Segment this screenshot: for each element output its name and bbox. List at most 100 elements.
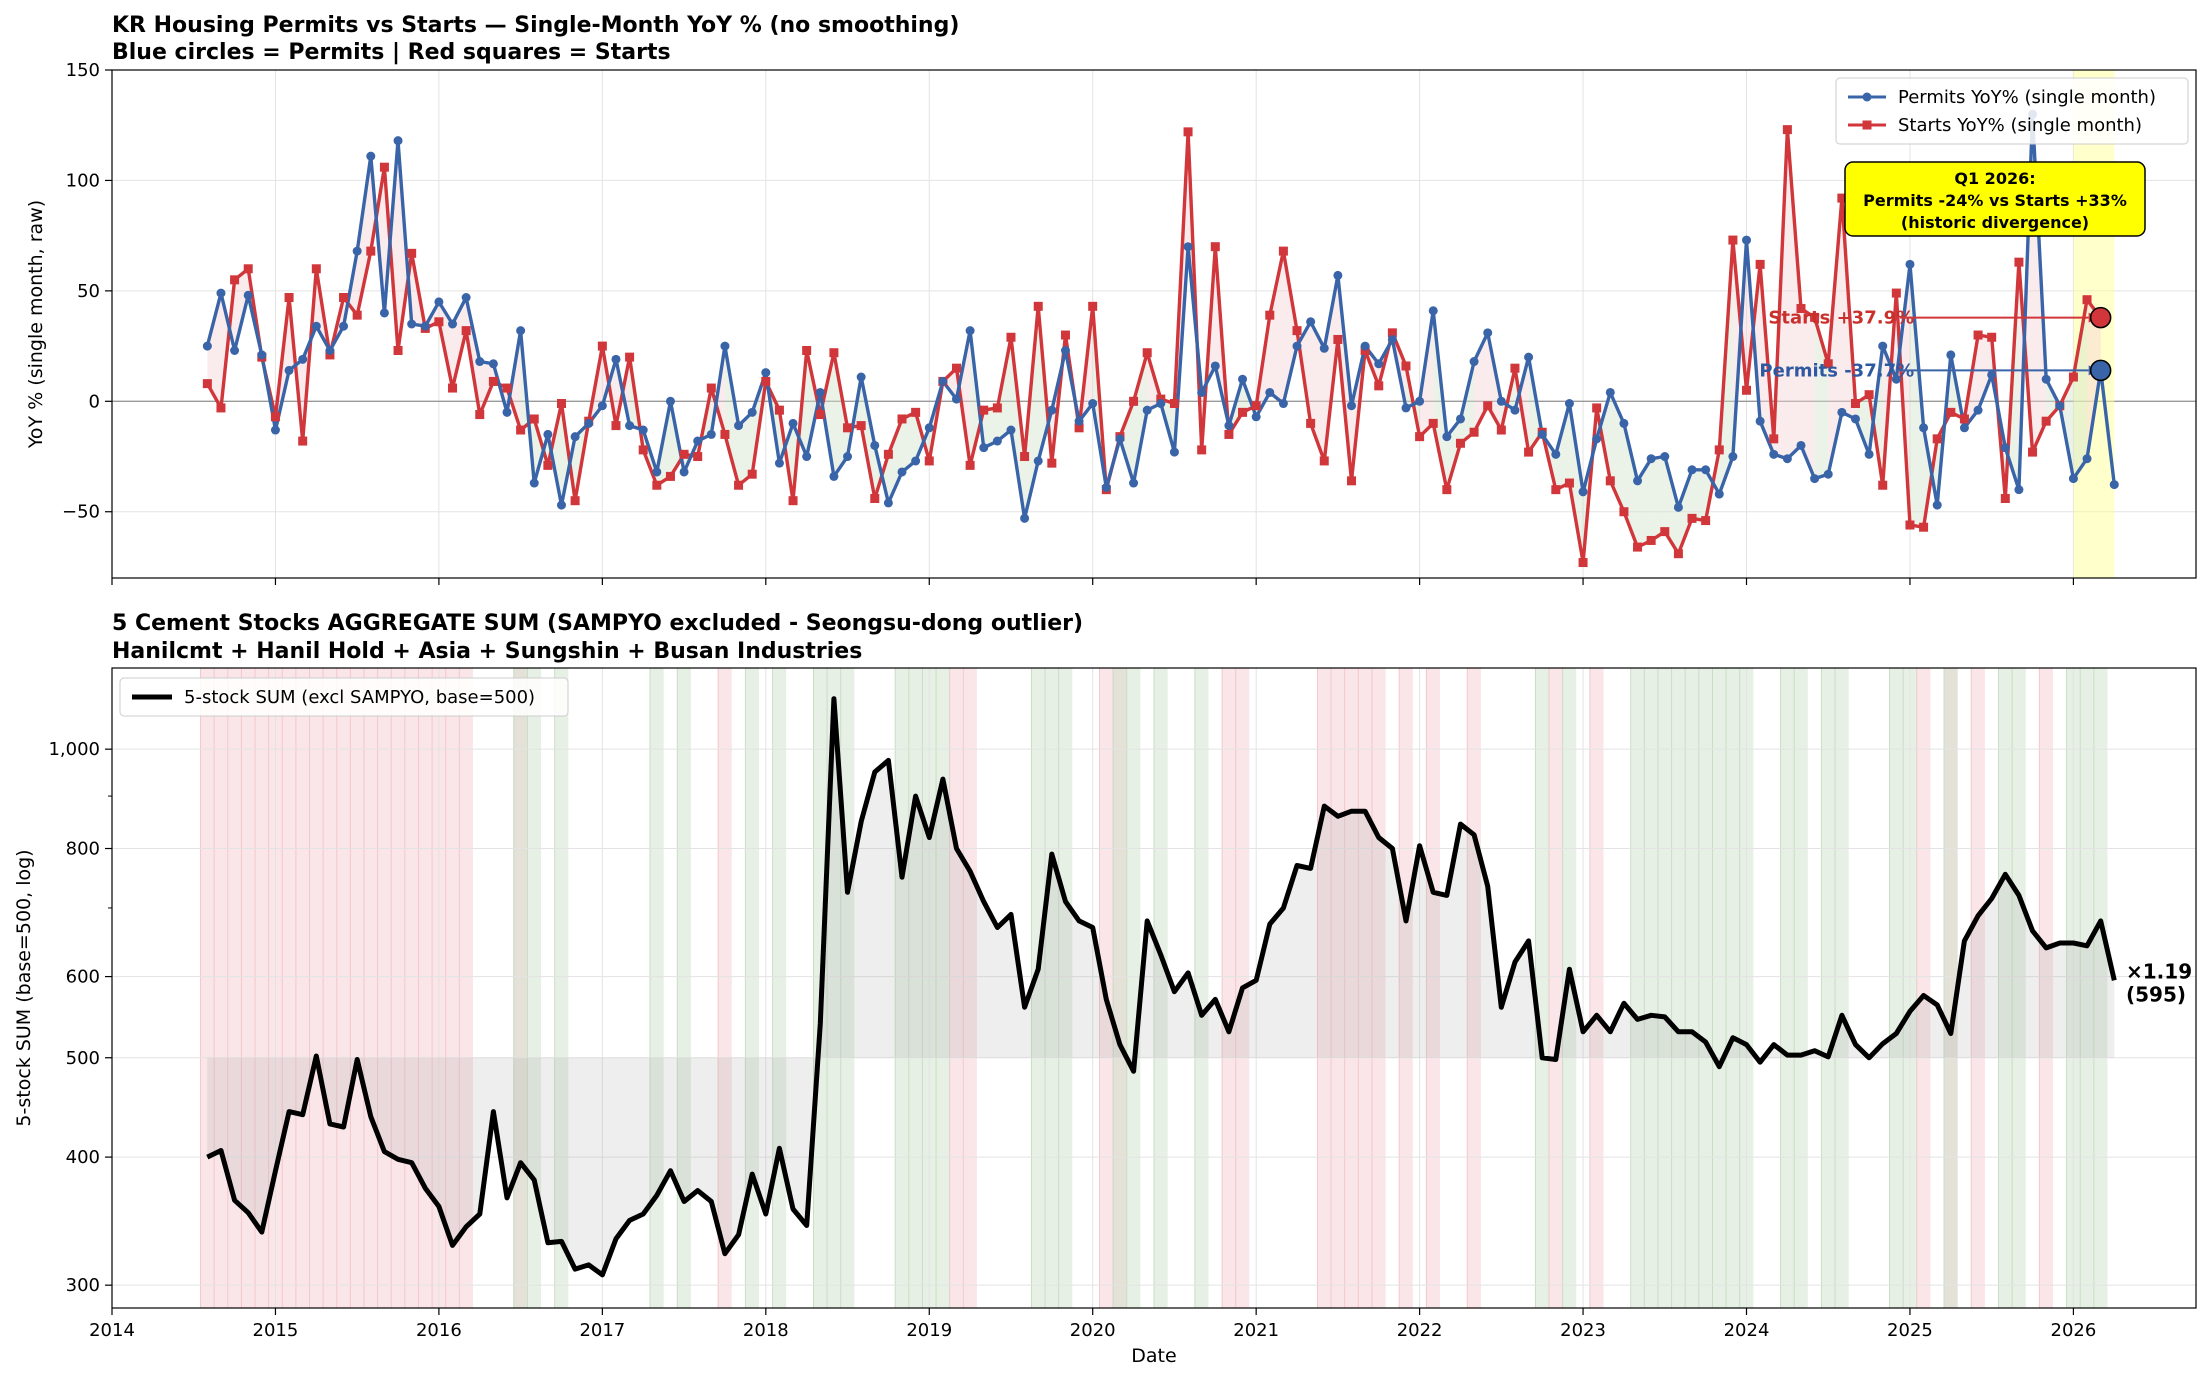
- bottom-y-tick-label: 400: [66, 1147, 100, 1168]
- permits-point: [611, 354, 621, 364]
- starts-point: [2014, 257, 2024, 267]
- permits-point: [693, 436, 703, 446]
- divergence-fill-segment: [942, 368, 957, 400]
- starts-point: [720, 429, 730, 439]
- red-signal-band: [1426, 668, 1441, 1308]
- permits-point: [584, 418, 594, 428]
- permits-point: [924, 423, 934, 433]
- starts-point: [706, 383, 716, 393]
- starts-point: [570, 496, 580, 506]
- divergence-note-line-3: (historic divergence): [1901, 213, 2089, 232]
- legend-permits-label: Permits YoY% (single month): [1898, 87, 2156, 108]
- starts-point: [693, 452, 703, 462]
- starts-point: [1415, 432, 1425, 442]
- green-signal-band: [1031, 668, 1046, 1308]
- bottom-y-axis-label: 5-stock SUM (base=500, log): [13, 849, 35, 1126]
- starts-point: [965, 460, 975, 470]
- permits-point: [1033, 456, 1043, 466]
- cement-sum-line: [206, 696, 2117, 1278]
- red-signal-band: [214, 668, 228, 1308]
- permits-point: [1728, 452, 1738, 462]
- starts-point: [2028, 447, 2038, 457]
- starts-point: [1088, 301, 1098, 311]
- permits-point: [706, 429, 716, 439]
- starts-point: [1592, 403, 1602, 413]
- starts-point: [1687, 513, 1697, 523]
- divergence-fill-segment: [1787, 129, 1801, 459]
- starts-point: [2041, 416, 2051, 426]
- red-signal-band: [718, 668, 732, 1308]
- divergence-fill-segment: [1269, 251, 1284, 404]
- starts-point: [843, 423, 853, 433]
- starts-point: [1020, 452, 1030, 462]
- permits-point: [570, 432, 580, 442]
- baseline-fill: [207, 698, 2115, 1275]
- permits-point: [1769, 449, 1779, 459]
- divergence-fill-segment: [1569, 403, 1584, 563]
- starts-point: [1224, 429, 1234, 439]
- permits-point: [2068, 474, 2078, 484]
- permits-point: [1333, 270, 1343, 280]
- starts-point: [2000, 493, 2010, 503]
- green-signal-band: [1998, 668, 2013, 1308]
- permits-point: [1006, 425, 1016, 435]
- starts-point: [1387, 328, 1397, 338]
- green-signal-band: [936, 668, 950, 1308]
- permits-point: [1278, 399, 1288, 409]
- permits-point: [1374, 359, 1384, 369]
- permits-point: [679, 467, 689, 477]
- permits-point: [1047, 405, 1057, 415]
- permits-point: [1142, 405, 1152, 415]
- green-signal-band: [1794, 668, 1808, 1308]
- permits-point: [1987, 370, 1997, 380]
- permits-point: [1169, 447, 1179, 457]
- bottom-x-tick-label: 2019: [906, 1320, 952, 1341]
- divergence-note-box: [1844, 161, 2146, 237]
- starts-point: [1033, 301, 1043, 311]
- permits-point: [1455, 414, 1465, 424]
- permits-point: [1687, 465, 1697, 475]
- permits-point: [1633, 476, 1643, 486]
- permits-point: [1442, 432, 1452, 442]
- top-title: KR Housing Permits vs Starts — Single-Mo…: [112, 13, 959, 38]
- starts-point: [625, 352, 635, 362]
- permits-point: [870, 440, 880, 450]
- bottom-x-tick-label: 2022: [1397, 1320, 1443, 1341]
- green-signal-band: [772, 668, 787, 1308]
- starts-point: [1769, 434, 1779, 444]
- divergence-fill-segment: [983, 407, 998, 448]
- permits-point: [1564, 399, 1574, 409]
- green-signal-band: [1113, 668, 1127, 1308]
- red-signal-band: [255, 668, 269, 1308]
- starts-point: [1496, 425, 1506, 435]
- permits-point: [1592, 434, 1602, 444]
- bottom-x-tick-label: 2023: [1560, 1320, 1606, 1341]
- divergence-fill-segment: [724, 346, 739, 486]
- permits-point: [1265, 387, 1275, 397]
- starts-point: [1932, 434, 1942, 444]
- starts-end-label: Starts +37.9%: [1768, 308, 1914, 329]
- permits-point: [1319, 343, 1329, 353]
- green-signal-band: [1780, 668, 1795, 1308]
- top-legend-box: [1835, 77, 2189, 145]
- bottom-x-tick-label: 2026: [2051, 1320, 2097, 1341]
- green-signal-band: [527, 668, 542, 1308]
- starts-point: [979, 405, 989, 415]
- divergence-fill-segment: [1324, 275, 1338, 461]
- permits-point: [1823, 469, 1833, 479]
- permits-point: [1469, 357, 1479, 367]
- starts-point: [216, 403, 226, 413]
- permits-point: [1755, 416, 1765, 426]
- starts-point: [488, 376, 498, 386]
- permits-point: [802, 452, 812, 462]
- top-x-axis-ticks: [111, 578, 2075, 585]
- starts-point: [856, 421, 866, 431]
- starts-point: [611, 421, 621, 431]
- starts-point: [1319, 456, 1329, 466]
- permits-point: [1060, 346, 1070, 356]
- permits-point: [1524, 352, 1534, 362]
- starts-point: [502, 383, 512, 393]
- bottom-x-tick-label: 2017: [579, 1320, 625, 1341]
- permits-point: [665, 396, 675, 406]
